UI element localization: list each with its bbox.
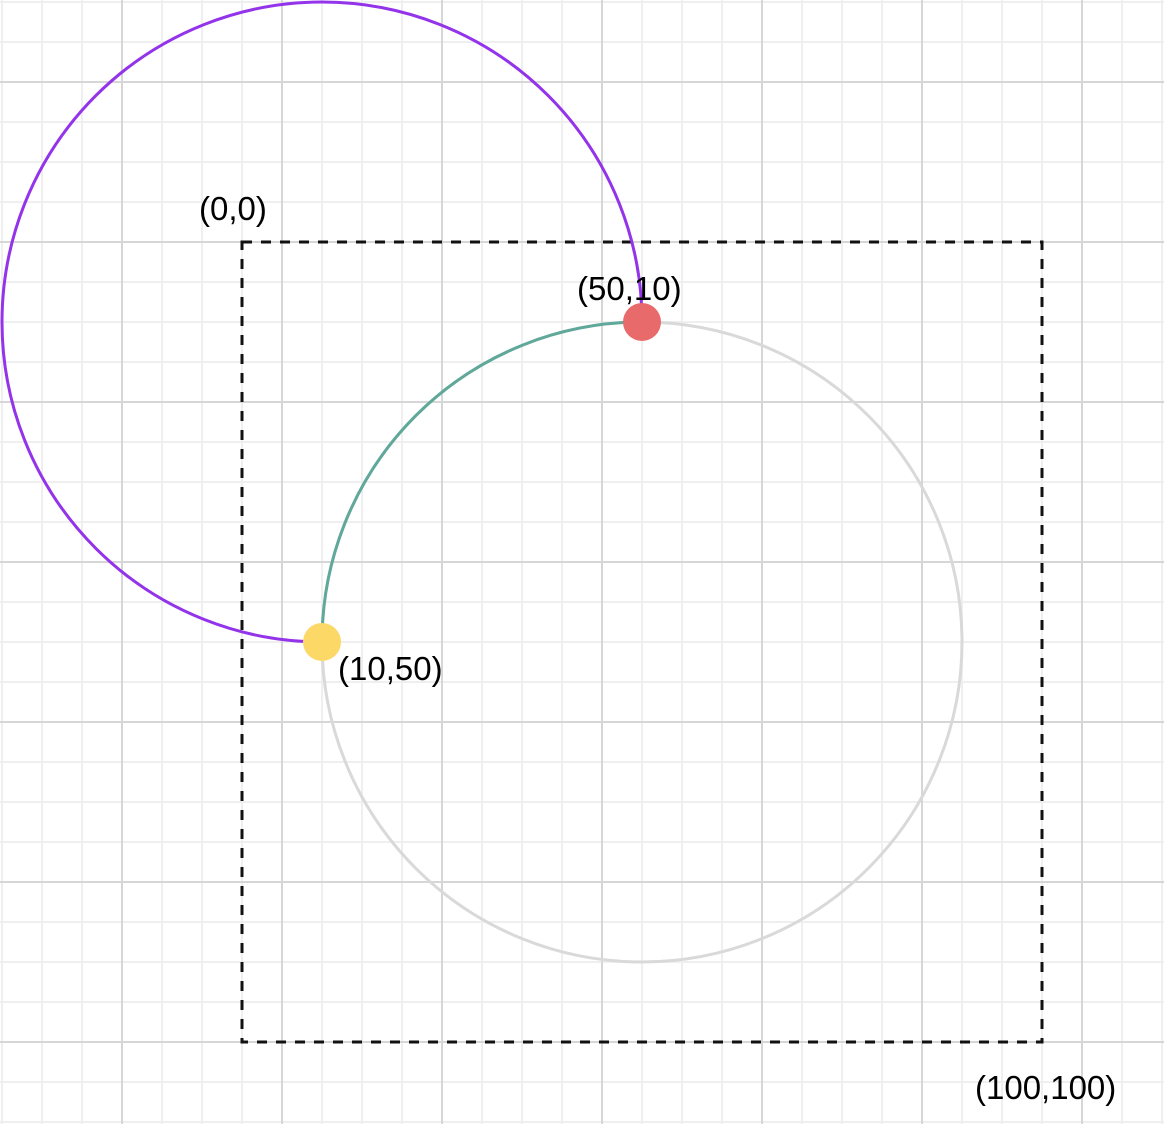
viewbox-outline [240, 240, 1044, 1044]
far-corner-label: (100,100) [975, 1069, 1116, 1106]
end-point-marker [303, 623, 341, 661]
origin-label: (0,0) [199, 190, 267, 227]
large-arc [0, 0, 644, 644]
start-point-marker [623, 303, 661, 341]
start-point-label: (50,10) [577, 270, 682, 307]
small-arc [320, 320, 643, 643]
end-point-label: (10,50) [338, 650, 443, 687]
